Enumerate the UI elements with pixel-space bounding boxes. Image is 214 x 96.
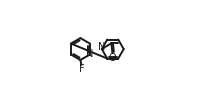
Text: N: N [86,49,93,59]
Text: O: O [109,53,117,63]
Text: N: N [98,42,106,52]
Text: F: F [79,64,84,74]
